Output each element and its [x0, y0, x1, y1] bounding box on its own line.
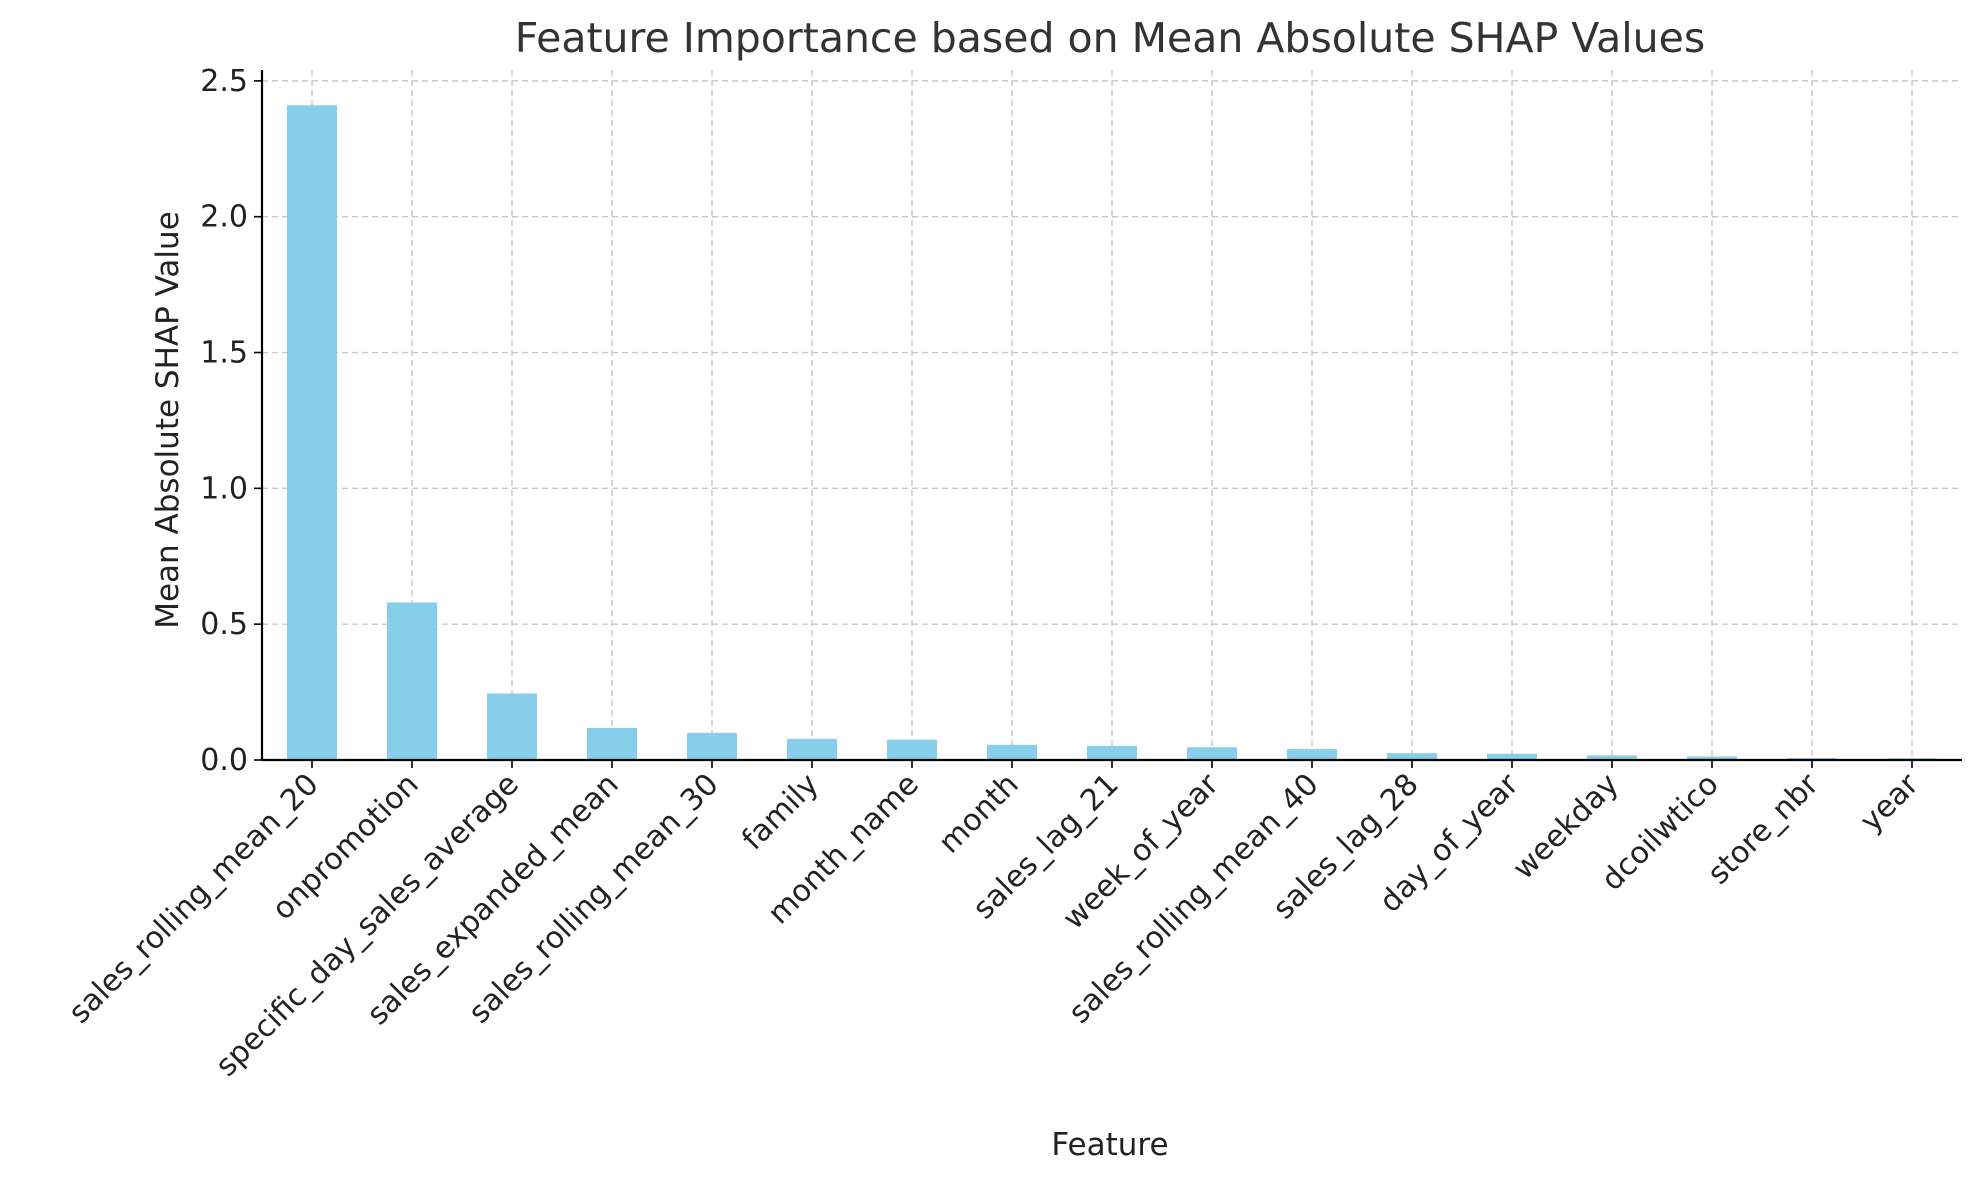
bar-sales-rolling-mean-20: [287, 105, 337, 761]
bar-sales-lag-28: [1387, 753, 1437, 760]
y-tick-label: 0.5: [200, 607, 248, 642]
bars: [287, 105, 1937, 761]
bar-day-of-year: [1487, 753, 1537, 760]
x-tick-label: family: [735, 767, 825, 857]
x-ticks: sales_rolling_mean_20onpromotionspecific…: [62, 760, 1926, 1084]
x-tick-label: year: [1854, 766, 1927, 839]
y-tick-label: 1.5: [200, 336, 248, 371]
y-tick-label: 2.0: [200, 200, 248, 235]
y-tick-label: 2.5: [200, 64, 248, 99]
bar-specific-day-sales-average: [487, 693, 537, 760]
bar-week-of-year: [1187, 747, 1237, 760]
y-tick-label: 1.0: [200, 471, 248, 506]
x-tick-label: store_nbr: [1701, 766, 1826, 891]
bar-family: [787, 738, 837, 760]
y-ticks: 0.0 0.5 1.0 1.5 2.0 2.5: [200, 64, 262, 778]
grid: [262, 70, 1962, 761]
bar-dcoilwtico: [1687, 756, 1737, 760]
bar-weekday: [1587, 755, 1637, 760]
bar-sales-lag-21: [1087, 745, 1137, 760]
bar-month-name: [887, 739, 937, 760]
x-axis-label: Feature: [1051, 1127, 1168, 1163]
x-tick-label: month: [932, 767, 1026, 861]
bar-sales-expanded-mean: [587, 727, 637, 760]
chart-title: Feature Importance based on Mean Absolut…: [515, 14, 1705, 62]
bar-month: [987, 744, 1037, 760]
bar-sales-rolling-mean-30: [687, 732, 737, 760]
y-axis-label: Mean Absolute SHAP Value: [150, 211, 186, 629]
y-tick-label: 0.0: [200, 743, 248, 778]
bar-sales-rolling-mean-40: [1287, 749, 1337, 760]
bar-onpromotion: [387, 602, 437, 760]
